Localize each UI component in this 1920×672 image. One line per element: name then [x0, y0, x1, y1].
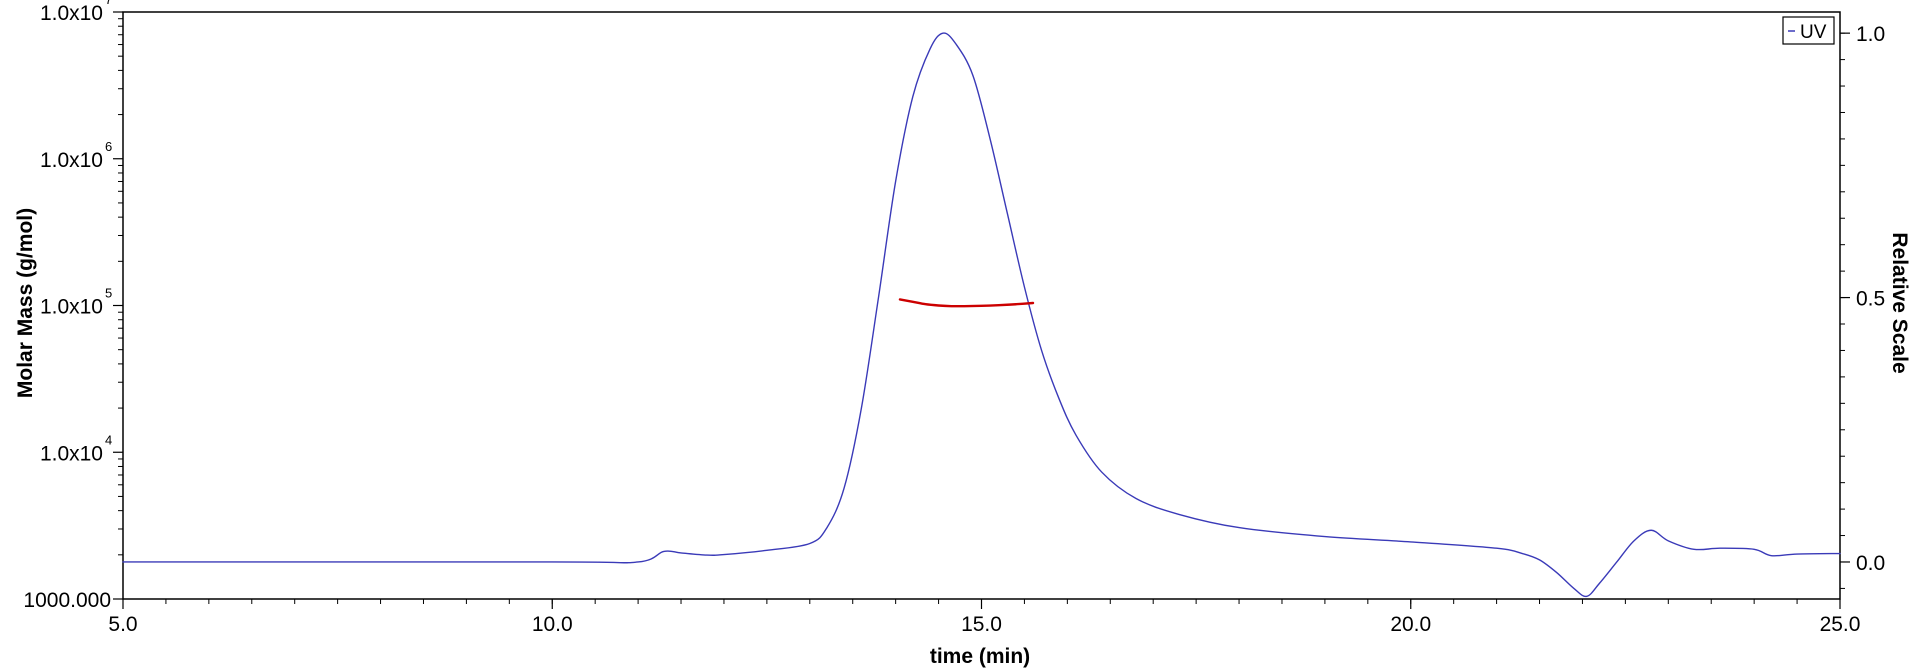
legend: UV: [1782, 16, 1835, 45]
right-tick-label: 0.5: [1856, 288, 1885, 311]
left-tick-label: 1.0x10: [40, 149, 103, 172]
left-tick-exponent: 5: [105, 286, 112, 301]
left-tick-exponent: 7: [105, 0, 112, 7]
left-axis-title: Molar Mass (g/mol): [14, 208, 37, 398]
x-tick-label: 20.0: [1390, 613, 1431, 636]
left-tick-exponent: 4: [105, 432, 112, 447]
left-tick-exponent: 6: [105, 139, 112, 154]
series-layer: [122, 32, 1841, 598]
right-axis: 0.0 0.5 1.0: [1840, 23, 1885, 589]
left-tick-label: 1000.000: [23, 589, 111, 612]
x-tick-label: 25.0: [1820, 613, 1861, 636]
right-tick-label: 1.0: [1856, 23, 1885, 46]
legend-label-uv: UV: [1800, 22, 1827, 43]
x-axis: 5.0 10.0 15.0 20.0 25.0: [108, 599, 1860, 636]
series-line-uv: [122, 32, 1841, 598]
right-tick-label: 0.0: [1856, 552, 1885, 575]
x-tick-label: 15.0: [961, 613, 1002, 636]
left-tick-label: 1.0x10: [40, 296, 103, 319]
x-tick-label: 5.0: [108, 613, 137, 636]
left-tick-label: 1.0x10: [40, 2, 103, 25]
right-axis-title: Relative Scale: [1888, 232, 1911, 373]
series-line-molar-mass: [898, 298, 1035, 308]
x-tick-label: 10.0: [532, 613, 573, 636]
x-axis-title: time (min): [930, 645, 1030, 668]
left-tick-label: 1.0x10: [40, 442, 103, 465]
